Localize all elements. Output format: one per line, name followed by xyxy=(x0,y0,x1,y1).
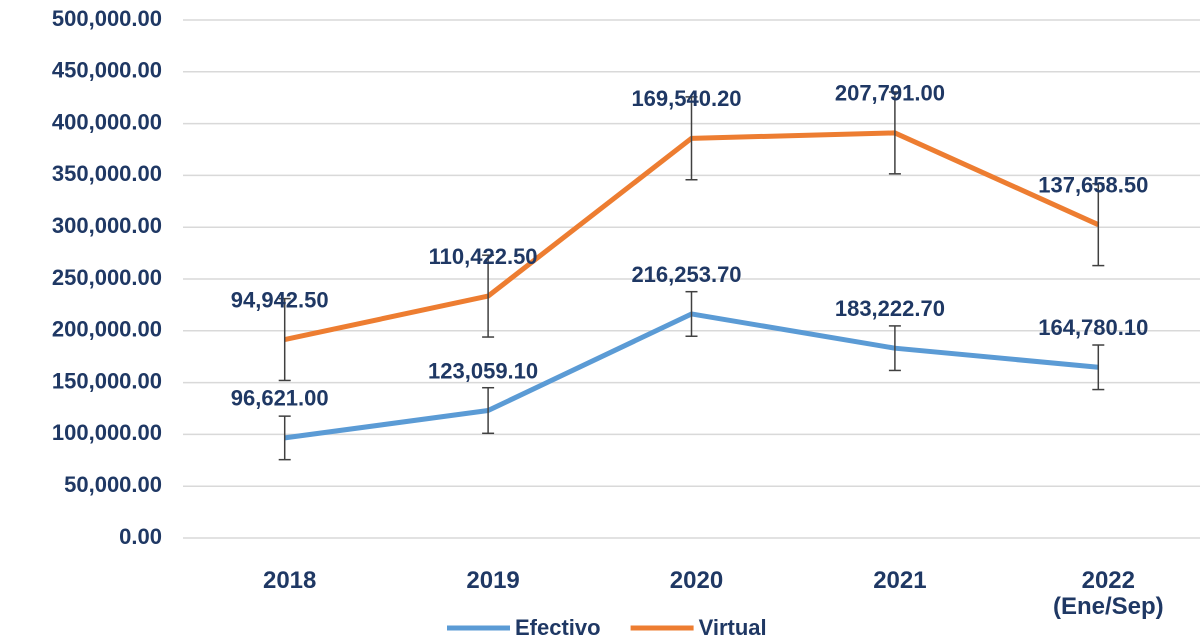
error-bar xyxy=(1092,183,1105,267)
data-label: 137,658.50 xyxy=(1038,172,1148,197)
y-tick-label: 0.00 xyxy=(119,524,162,549)
y-tick-label: 200,000.00 xyxy=(52,317,162,342)
legend-label: Efectivo xyxy=(515,615,601,640)
y-tick-label: 250,000.00 xyxy=(52,265,162,290)
x-tick-label: 2018 xyxy=(262,567,317,594)
error-bar xyxy=(278,415,291,461)
data-label: 169,540.20 xyxy=(631,86,741,111)
data-label: 94,942.50 xyxy=(231,287,329,312)
y-tick-label: 350,000.00 xyxy=(52,161,162,186)
error-bar xyxy=(685,96,698,181)
legend-label: Virtual xyxy=(699,615,767,640)
error-bar xyxy=(685,290,698,337)
data-label: 216,253.70 xyxy=(631,262,741,287)
error-bar xyxy=(1092,344,1105,391)
error-bar xyxy=(278,297,291,382)
x-tick-label: 2022 (Ene/Sep) xyxy=(1052,567,1164,621)
y-tick-label: 150,000.00 xyxy=(52,368,162,393)
x-tick-label: 2020 xyxy=(669,567,724,594)
data-label: 123,059.10 xyxy=(428,358,538,383)
data-label: 207,791.00 xyxy=(835,81,945,106)
error-bar xyxy=(888,325,901,372)
y-tick-label: 450,000.00 xyxy=(52,58,162,83)
y-tick-label: 500,000.00 xyxy=(52,6,162,31)
data-label: 183,222.70 xyxy=(835,296,945,321)
y-tick-label: 100,000.00 xyxy=(52,420,162,445)
y-tick-label: 400,000.00 xyxy=(52,109,162,134)
error-bar xyxy=(482,254,495,338)
data-label: 110,422.50 xyxy=(429,244,538,269)
x-tick-label: 2019 xyxy=(466,567,520,594)
data-label: 96,621.00 xyxy=(231,386,329,411)
x-tick-label: 2021 xyxy=(873,567,927,594)
y-tick-label: 50,000.00 xyxy=(64,472,162,497)
error-bar xyxy=(482,386,495,435)
y-tick-label: 300,000.00 xyxy=(52,213,162,238)
error-bar xyxy=(888,91,901,175)
data-label: 164,780.10 xyxy=(1038,315,1148,340)
